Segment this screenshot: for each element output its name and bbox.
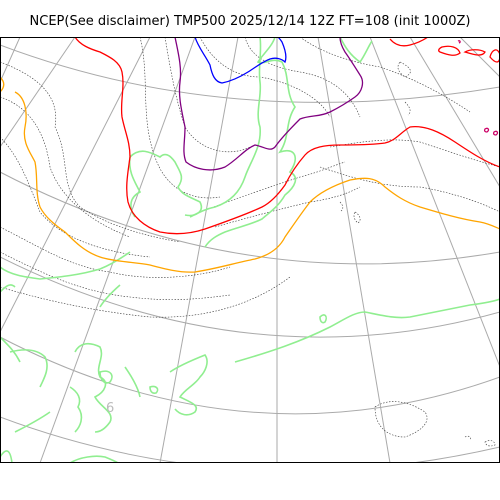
isotherm-line <box>389 37 429 47</box>
purple-isotherm <box>174 37 364 171</box>
coastline <box>329 139 500 168</box>
isotherm-line <box>339 37 373 64</box>
isotherm-line <box>463 49 486 56</box>
isotherm-line <box>319 314 327 324</box>
isotherm-line <box>0 336 21 363</box>
coastline <box>244 37 361 118</box>
orange-isotherm <box>0 76 500 273</box>
isotherm-line <box>0 76 5 93</box>
coastline <box>199 161 346 213</box>
coastline <box>0 226 231 278</box>
coastline <box>484 440 496 447</box>
isotherm-line <box>149 385 159 394</box>
red-isotherm <box>74 37 500 235</box>
isotherm-line <box>9 349 48 388</box>
isotherm-line <box>234 298 500 363</box>
latitude-arc <box>0 336 500 415</box>
isotherm-line <box>124 366 141 398</box>
latitude-arc <box>0 256 500 338</box>
meridian <box>0 37 151 333</box>
isotherm-line <box>204 37 297 248</box>
latitude-arc <box>0 171 500 265</box>
isotherm-line <box>0 251 131 280</box>
latitude-arc <box>0 44 500 103</box>
isotherm-line <box>194 37 287 84</box>
latitude-lines <box>0 44 500 463</box>
isotherm-line <box>0 450 13 463</box>
isotherm-line <box>128 156 142 218</box>
coastline <box>139 37 221 199</box>
coastline <box>339 201 344 212</box>
meridian-lines <box>0 37 500 463</box>
isotherm-line <box>14 91 500 273</box>
coastlines <box>0 37 500 447</box>
latitude-arc <box>0 416 500 463</box>
isotherm-line <box>99 284 121 308</box>
coastline <box>0 61 181 243</box>
map-title: NCEP(See disclaimer) TMP500 2025/12/14 1… <box>29 14 471 29</box>
isotherm-line <box>169 354 208 416</box>
isotherm-line <box>69 455 119 463</box>
meridian <box>369 37 500 368</box>
isotherm-line <box>14 411 51 433</box>
isotherm-line <box>483 127 490 133</box>
isotherm-line <box>69 386 83 433</box>
coastline <box>0 96 131 238</box>
meridian <box>0 37 76 148</box>
coastline <box>464 435 471 441</box>
meridian <box>459 37 500 78</box>
coastline <box>0 251 231 300</box>
isotherm-line <box>0 284 16 293</box>
coastline <box>299 37 471 113</box>
isotherm-line <box>457 40 461 44</box>
green-isotherm <box>0 37 500 463</box>
isotherm-line <box>489 49 500 63</box>
meridian <box>317 37 391 463</box>
coastline <box>214 186 361 228</box>
meridian <box>159 37 239 463</box>
coastline <box>164 37 251 153</box>
isotherm-line <box>99 370 113 384</box>
coastline <box>319 166 500 213</box>
coastline <box>374 401 428 438</box>
meridian <box>0 37 21 83</box>
isotherm-line <box>438 45 461 56</box>
isotherm-line <box>492 130 499 136</box>
magenta-isotherm <box>457 40 499 136</box>
coastline <box>0 276 291 318</box>
blue-isotherm <box>194 37 287 84</box>
isotherm-line <box>174 37 364 171</box>
isotherm-line <box>189 37 262 218</box>
isotherm-line <box>74 37 500 235</box>
isotherm-line <box>74 342 112 433</box>
weather-map: 6 <box>0 37 500 463</box>
meridian <box>39 37 196 463</box>
isotherm-line <box>129 150 203 217</box>
meridian <box>409 37 500 188</box>
map-background <box>0 37 500 463</box>
contour-label: 6 <box>106 401 114 416</box>
